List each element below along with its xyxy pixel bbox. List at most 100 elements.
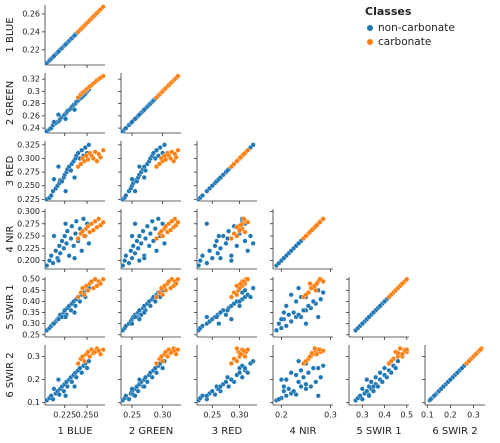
point (283, 393, 289, 399)
point (296, 285, 302, 291)
point (55, 316, 61, 322)
point (132, 188, 138, 194)
point (242, 229, 248, 235)
point (154, 164, 159, 170)
point (72, 384, 78, 389)
point (200, 193, 205, 198)
point (62, 233, 68, 239)
point (359, 396, 365, 402)
point (72, 107, 78, 113)
point (141, 255, 147, 261)
y-axis-label: 2 GREEN (5, 81, 16, 125)
x-tick-label: 0.25 (203, 411, 221, 420)
x-axis-label: 6 SWIR 2 (432, 426, 477, 437)
point (241, 151, 247, 157)
legend-label: non-carbonate (378, 22, 455, 34)
y-tick-label: 0.275 (17, 168, 40, 177)
point (147, 231, 153, 237)
point (276, 321, 282, 327)
point (168, 227, 174, 233)
point (160, 358, 166, 364)
point (428, 396, 434, 402)
point (313, 379, 319, 385)
point (317, 347, 323, 353)
point (226, 228, 232, 234)
y-tick-label: 0.300 (17, 207, 40, 216)
point (154, 361, 159, 366)
x-tick-label: 0.30 (154, 411, 172, 420)
point (63, 188, 69, 194)
point (141, 384, 147, 389)
point (382, 365, 388, 371)
point (303, 292, 309, 298)
point (212, 392, 218, 398)
point (126, 396, 132, 402)
point (64, 240, 69, 246)
point (447, 377, 453, 383)
point (63, 314, 69, 320)
point (293, 372, 299, 378)
point (234, 346, 240, 351)
point (314, 351, 320, 357)
point (75, 361, 81, 366)
point (301, 307, 306, 313)
point (320, 363, 326, 369)
y-tick-label: 0.275 (17, 219, 40, 228)
y-tick-label: 0.325 (17, 140, 40, 149)
point (154, 95, 159, 100)
point (309, 350, 315, 356)
point (68, 307, 74, 313)
point (298, 367, 304, 373)
point (204, 188, 210, 194)
point (75, 95, 81, 100)
point (223, 379, 229, 385)
point (359, 386, 365, 392)
point (308, 384, 314, 389)
point (388, 292, 394, 298)
x-tick-label: 0.225 (53, 411, 76, 420)
point (312, 346, 318, 351)
point (77, 298, 83, 304)
point (234, 233, 240, 239)
point (73, 374, 79, 380)
y-tick-label: 0.225 (17, 195, 40, 204)
point (168, 156, 174, 161)
point (90, 156, 96, 161)
y-tick-label: 0.28 (22, 99, 40, 108)
point (98, 281, 103, 287)
point (370, 388, 376, 394)
point (286, 312, 292, 318)
point (136, 377, 142, 383)
point (171, 158, 177, 164)
x-tick-label: 0.2 (275, 411, 288, 420)
point (173, 154, 179, 160)
point (129, 119, 135, 125)
point (204, 393, 210, 399)
point (237, 298, 242, 304)
point (55, 258, 61, 264)
point (238, 281, 244, 287)
point (286, 386, 292, 392)
point (281, 310, 287, 316)
point (123, 125, 129, 131)
point (245, 370, 251, 376)
point (132, 393, 138, 399)
point (250, 240, 256, 246)
point (123, 193, 129, 198)
x-axis-label: 3 RED (212, 426, 243, 437)
x-tick-label: 0.30 (231, 411, 249, 420)
point (85, 223, 91, 229)
point (228, 253, 234, 259)
point (123, 393, 129, 399)
point (473, 351, 479, 357)
point (276, 396, 282, 402)
point (56, 243, 62, 249)
point (152, 298, 158, 304)
point (315, 365, 321, 371)
point (215, 250, 221, 256)
point (238, 222, 244, 228)
point (132, 314, 138, 320)
point (281, 384, 287, 389)
point (225, 168, 230, 173)
point (388, 358, 394, 364)
